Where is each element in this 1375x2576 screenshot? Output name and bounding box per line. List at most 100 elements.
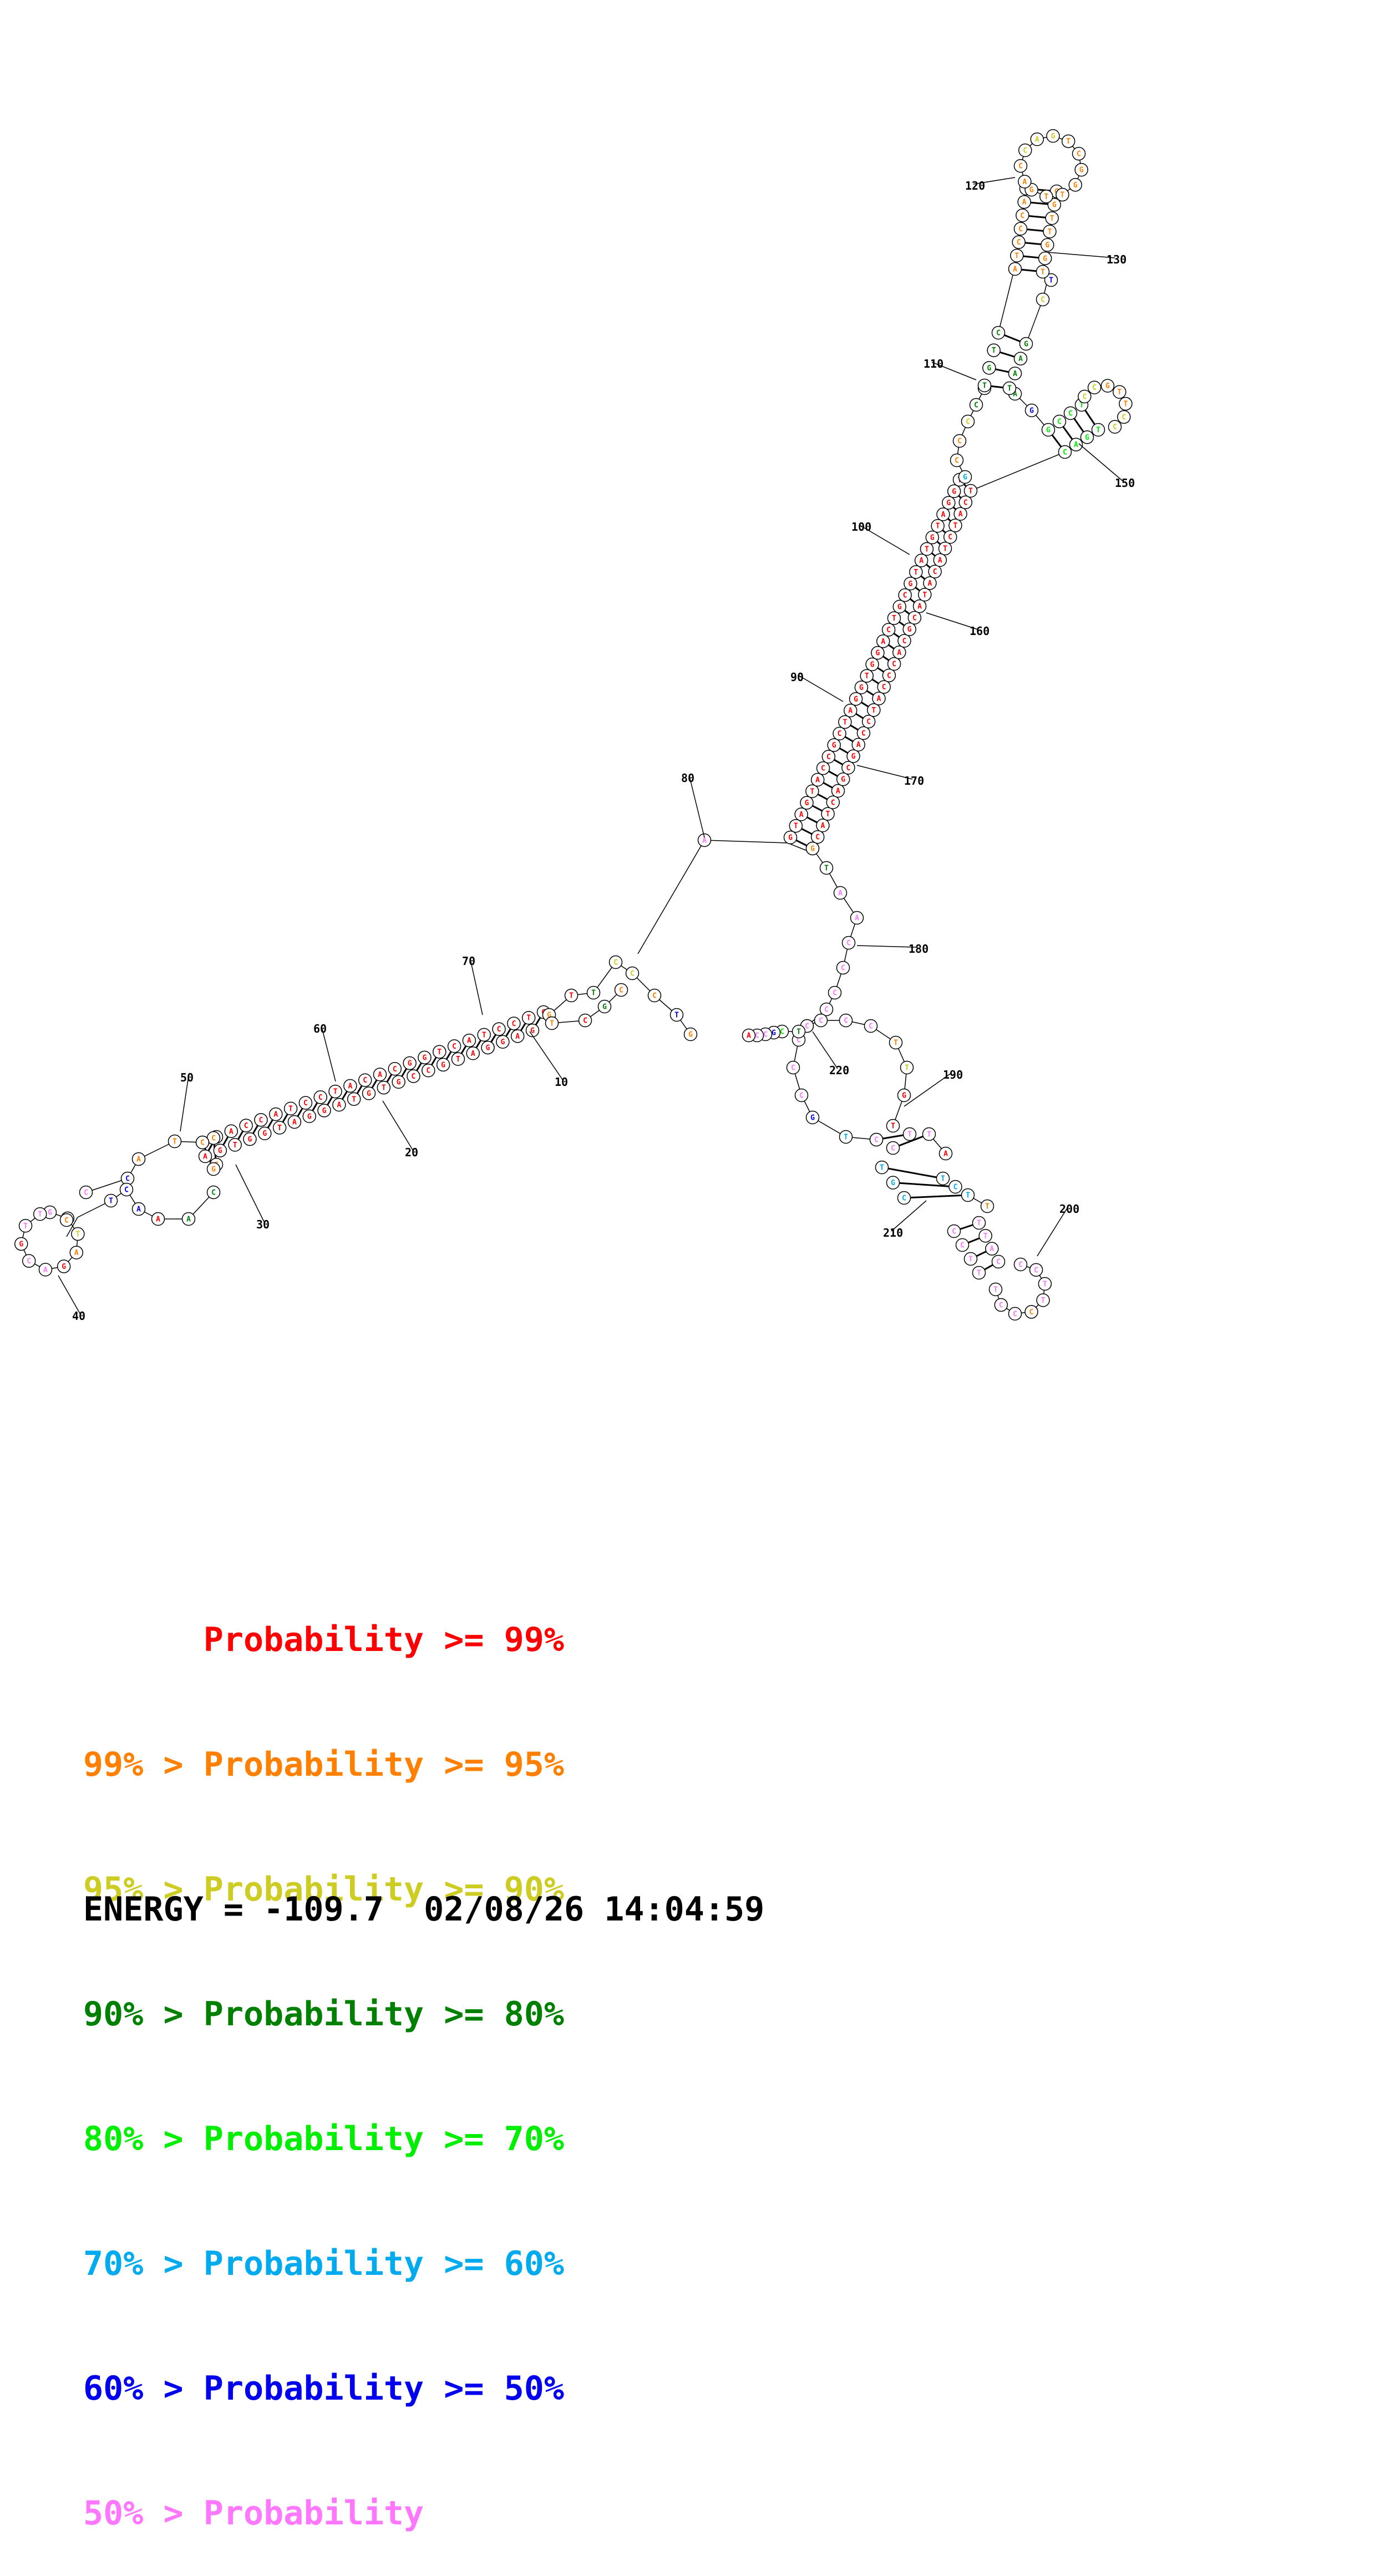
nucleotide: A: [131, 1202, 146, 1216]
nucleotide: C: [120, 1171, 135, 1186]
nucleotide: G: [258, 1126, 272, 1140]
nucleotide: A: [742, 1028, 756, 1043]
svg-text:G: G: [441, 1061, 445, 1069]
index-label: 20: [405, 1146, 418, 1159]
svg-text:A: A: [799, 811, 804, 819]
legend-row-90: 95% > Probability >= 90%: [83, 1870, 564, 1909]
svg-text:T: T: [982, 382, 987, 390]
svg-text:C: C: [866, 718, 871, 726]
svg-text:C: C: [755, 1032, 759, 1040]
svg-text:A: A: [838, 890, 843, 898]
nucleotide: G: [1100, 379, 1115, 393]
svg-text:C: C: [1041, 296, 1045, 304]
svg-text:A: A: [938, 556, 942, 565]
nucleotide: T: [978, 1229, 992, 1243]
nucleotide: C: [969, 398, 983, 412]
nucleotide: G: [902, 622, 916, 636]
svg-text:C: C: [1017, 238, 1021, 247]
nucleotides: CGTACGCGTAATCGTCGCGGCTAGCTAATGCGCATTAGCG…: [14, 129, 1133, 1321]
svg-text:C: C: [824, 1006, 829, 1014]
nucleotide: C: [1029, 1263, 1043, 1277]
nucleotide: A: [923, 576, 937, 590]
nucleotide: A: [1008, 262, 1022, 276]
svg-text:G: G: [1043, 255, 1047, 263]
index-label: 90: [790, 670, 804, 684]
nucleotide: G: [14, 1237, 28, 1251]
nucleotide: G: [317, 1104, 331, 1117]
svg-text:G: G: [805, 799, 809, 807]
svg-text:T: T: [914, 568, 918, 577]
svg-text:T: T: [843, 718, 847, 726]
svg-text:C: C: [497, 1025, 501, 1034]
index-label: 130: [1107, 253, 1127, 266]
probability-legend: Probability >= 99% 99% > Probability >= …: [83, 1536, 564, 2576]
nucleotide: G: [897, 1088, 911, 1102]
svg-text:A: A: [515, 1033, 520, 1041]
svg-text:G: G: [500, 1038, 505, 1046]
nucleotide: G: [362, 1086, 376, 1100]
nucleotide: G: [942, 496, 956, 510]
svg-text:A: A: [1013, 266, 1017, 274]
nucleotide: G: [849, 692, 863, 706]
svg-text:A: A: [471, 1050, 475, 1058]
svg-text:T: T: [796, 1028, 801, 1037]
nucleotide: T: [1039, 190, 1053, 204]
nucleotide: A: [831, 784, 845, 798]
nucleotide: C: [59, 1213, 74, 1227]
svg-text:A: A: [897, 649, 901, 657]
nucleotide: C: [313, 1090, 327, 1104]
svg-text:C: C: [27, 1257, 31, 1266]
svg-text:A: A: [1022, 178, 1027, 186]
svg-text:C: C: [763, 1031, 768, 1039]
nucleotide: T: [867, 703, 881, 717]
svg-text:T: T: [977, 1269, 981, 1278]
nucleotide: G: [805, 841, 820, 856]
nucleotide: G: [854, 680, 869, 694]
svg-text:A: A: [273, 1111, 278, 1119]
svg-text:C: C: [583, 1017, 587, 1025]
nucleotide: C: [1117, 410, 1131, 424]
svg-text:T: T: [1048, 228, 1052, 236]
svg-text:C: C: [892, 660, 896, 669]
svg-text:G: G: [788, 834, 793, 842]
nucleotide: A: [1030, 132, 1044, 146]
svg-text:T: T: [925, 545, 929, 553]
nucleotide: T: [1043, 225, 1057, 238]
svg-text:T: T: [569, 992, 574, 1000]
svg-text:C: C: [1018, 225, 1023, 233]
nucleotide: A: [131, 1152, 146, 1166]
nucleotide: T: [931, 519, 945, 533]
svg-text:A: A: [815, 776, 820, 784]
svg-text:C: C: [846, 939, 851, 948]
nucleotide: T: [228, 1138, 242, 1152]
nucleotide: T: [1038, 1277, 1052, 1291]
svg-text:C: C: [211, 1189, 216, 1197]
nucleotide: A: [1018, 175, 1032, 189]
nucleotide: T: [838, 715, 852, 729]
svg-text:C: C: [244, 1122, 248, 1130]
nucleotide: C: [958, 495, 973, 510]
nucleotide: T: [972, 1216, 986, 1230]
nucleotide: T: [521, 1010, 536, 1025]
nucleotide: C: [877, 680, 891, 694]
svg-text:T: T: [456, 1055, 460, 1064]
svg-text:T: T: [922, 591, 927, 599]
svg-text:G: G: [897, 603, 902, 611]
svg-text:A: A: [1013, 370, 1017, 378]
nucleotide: A: [914, 553, 928, 567]
svg-text:T: T: [333, 1088, 338, 1096]
nucleotide: T: [839, 1130, 853, 1144]
svg-text:C: C: [303, 1099, 308, 1107]
svg-text:G: G: [810, 845, 815, 853]
nucleotide: A: [466, 1046, 480, 1060]
svg-text:A: A: [203, 1153, 207, 1161]
svg-text:T: T: [1049, 277, 1053, 285]
index-label: 210: [883, 1226, 903, 1239]
svg-text:T: T: [892, 614, 896, 623]
svg-text:G: G: [1029, 186, 1034, 195]
svg-text:T: T: [968, 1256, 973, 1264]
nucleotide: C: [856, 726, 871, 740]
svg-text:A: A: [820, 822, 825, 830]
nucleotide: G: [1024, 403, 1039, 418]
svg-text:G: G: [907, 626, 912, 634]
